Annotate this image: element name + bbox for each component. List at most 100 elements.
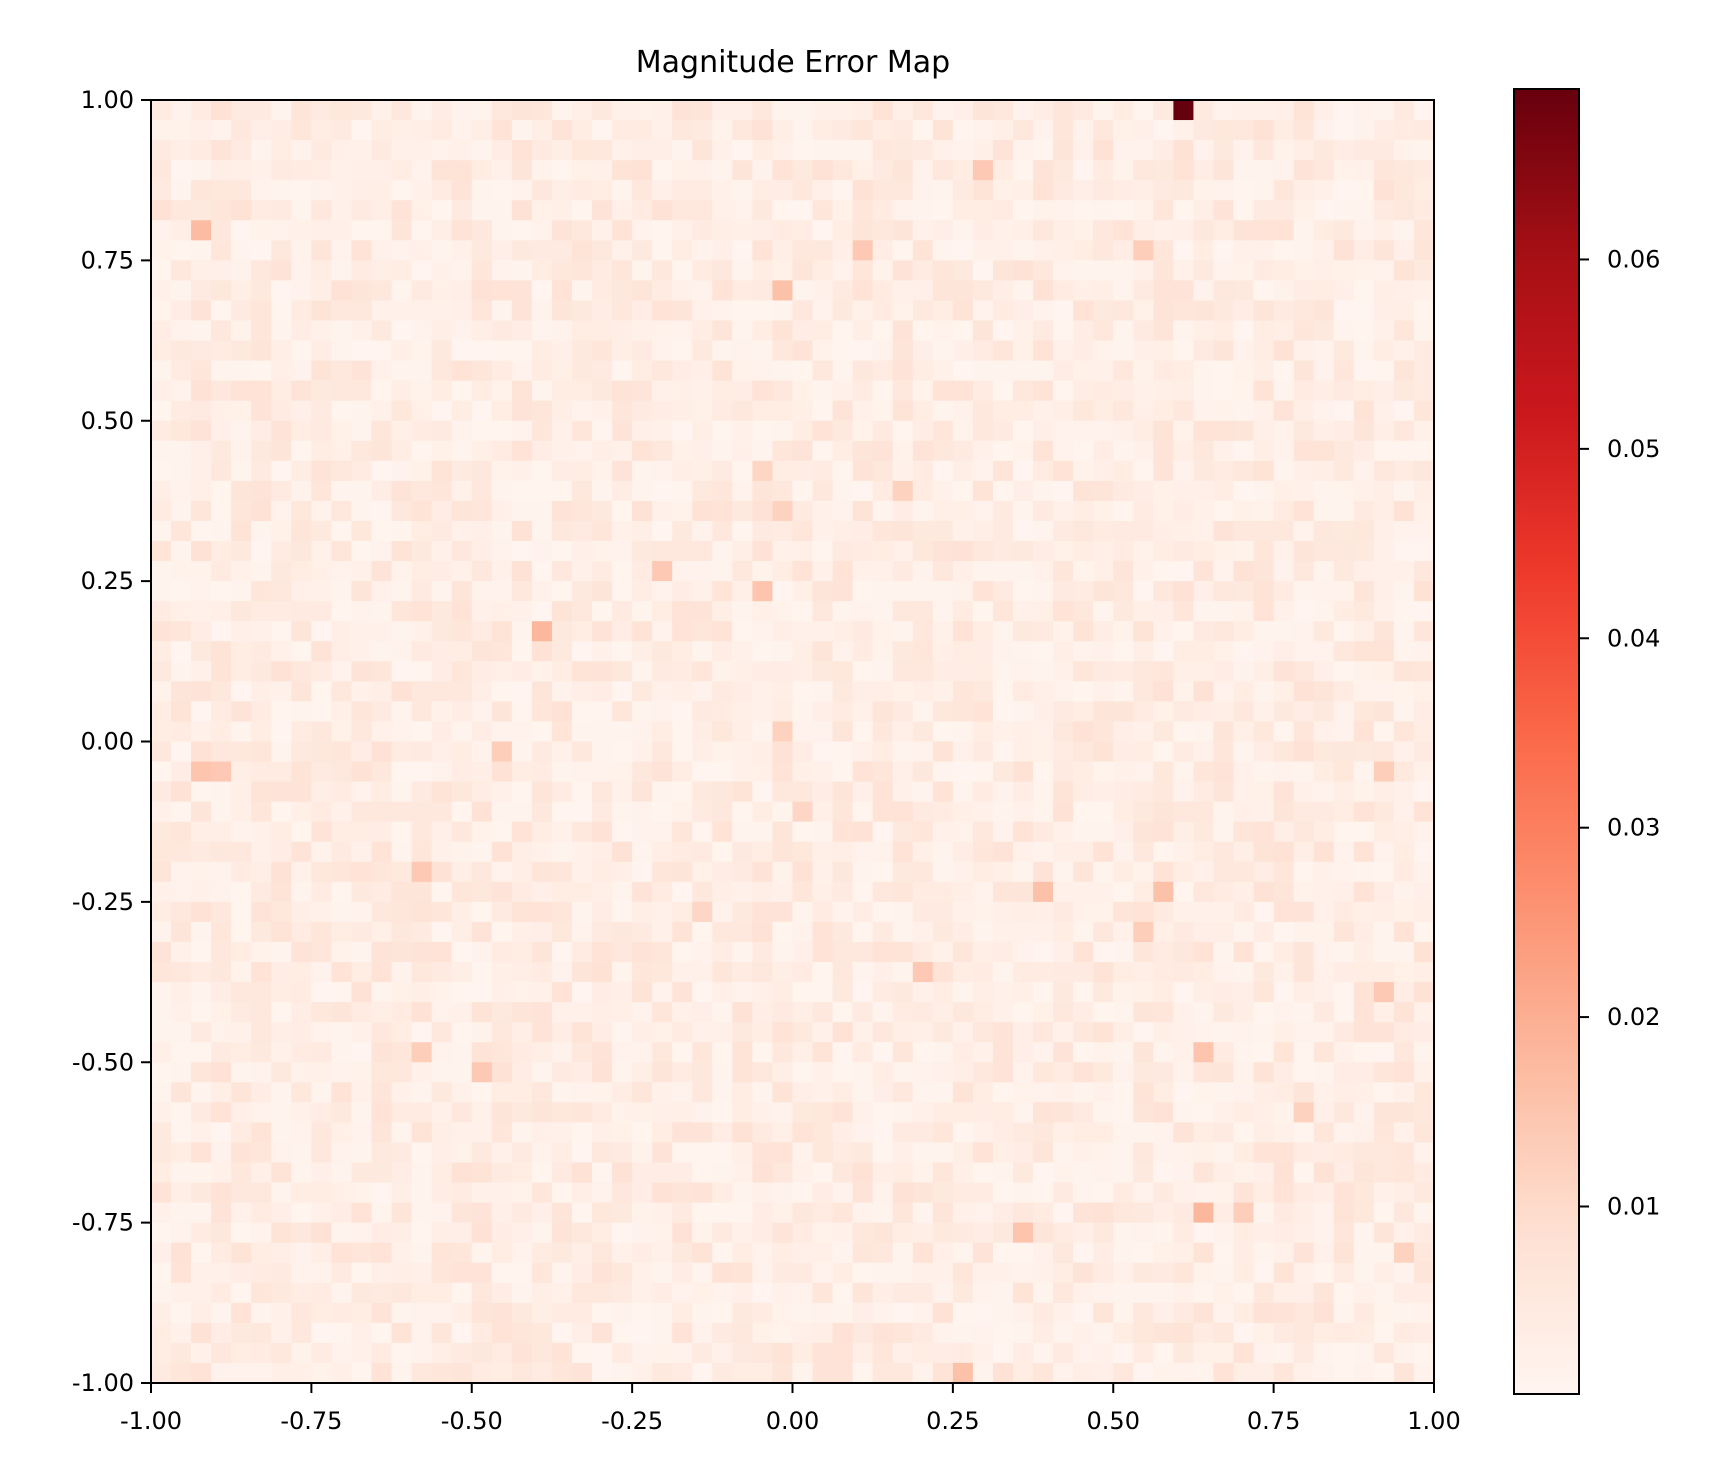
- heatmap-cell: [732, 1302, 754, 1324]
- heatmap-cell: [1133, 941, 1154, 963]
- heatmap-cell: [1353, 220, 1375, 241]
- heatmap-cell: [732, 621, 754, 642]
- heatmap-cell: [632, 300, 653, 322]
- heatmap-cell: [391, 1122, 413, 1144]
- heatmap-cell: [1313, 1262, 1335, 1284]
- heatmap-cell: [351, 320, 373, 342]
- heatmap-cell: [1313, 1202, 1335, 1224]
- heatmap-cell: [732, 1062, 754, 1083]
- heatmap-cell: [852, 621, 874, 642]
- heatmap-cell: [892, 901, 914, 923]
- heatmap-cell: [171, 420, 192, 442]
- heatmap-cell: [291, 240, 312, 261]
- heatmap-cell: [1173, 1222, 1195, 1244]
- heatmap-cell: [1193, 1182, 1215, 1204]
- heatmap-cell: [271, 721, 292, 743]
- heatmap-cell: [932, 1042, 954, 1063]
- heatmap-cell: [251, 1182, 272, 1204]
- heatmap-cell: [832, 1242, 854, 1264]
- heatmap-cell: [431, 941, 453, 963]
- heatmap-cell: [692, 1362, 713, 1384]
- heatmap-cell: [1133, 400, 1154, 422]
- heatmap-cell: [411, 180, 433, 201]
- heatmap-cell: [1133, 821, 1154, 843]
- heatmap-cell: [411, 801, 433, 823]
- heatmap-cell: [191, 841, 212, 863]
- heatmap-cell: [792, 1362, 814, 1384]
- heatmap-cell: [551, 520, 573, 542]
- heatmap-cell: [1293, 1002, 1315, 1023]
- heatmap-cell: [451, 801, 473, 823]
- heatmap-cell: [371, 1302, 393, 1324]
- heatmap-cell: [892, 500, 914, 522]
- heatmap-cell: [351, 982, 373, 1003]
- heatmap-cell: [311, 781, 333, 803]
- heatmap-cell: [1153, 1222, 1174, 1244]
- heatmap-cell: [1153, 1102, 1174, 1123]
- heatmap-cell: [1253, 1142, 1275, 1164]
- heatmap-cell: [151, 100, 172, 121]
- heatmap-cell: [1093, 520, 1114, 542]
- heatmap-cell: [511, 701, 533, 723]
- heatmap-cell: [1093, 1222, 1114, 1244]
- heatmap-cell: [872, 761, 894, 783]
- heatmap-cell: [411, 1122, 433, 1144]
- heatmap-cell: [1353, 1322, 1375, 1344]
- heatmap-cell: [1373, 1122, 1395, 1144]
- heatmap-cell: [792, 1242, 814, 1264]
- heatmap-cell: [852, 1262, 874, 1284]
- heatmap-cell: [1333, 1202, 1355, 1224]
- heatmap-cell: [592, 661, 613, 682]
- heatmap-cell: [732, 1022, 754, 1043]
- heatmap-cell: [852, 921, 874, 943]
- heatmap-cell: [451, 1362, 473, 1384]
- heatmap-cell: [1393, 1062, 1415, 1083]
- heatmap-cell: [1233, 160, 1255, 181]
- heatmap-cell: [471, 1182, 493, 1204]
- heatmap-cell: [1153, 761, 1174, 783]
- heatmap-cell: [812, 1282, 834, 1304]
- heatmap-cell: [431, 641, 453, 662]
- heatmap-cell: [952, 1062, 974, 1083]
- heatmap-cell: [211, 1022, 232, 1043]
- heatmap-cell: [892, 982, 914, 1003]
- heatmap-cell: [371, 1162, 393, 1184]
- heatmap-cell: [712, 1242, 733, 1264]
- heatmap-cell: [271, 280, 292, 302]
- heatmap-cell: [1053, 220, 1074, 241]
- heatmap-cell: [211, 1202, 232, 1224]
- heatmap-cell: [1013, 1022, 1034, 1043]
- heatmap-cell: [211, 1082, 232, 1103]
- heatmap-cell: [191, 380, 212, 402]
- heatmap-cell: [571, 661, 593, 682]
- heatmap-cell: [171, 1242, 192, 1264]
- heatmap-cell: [1253, 340, 1275, 362]
- heatmap-cell: [1233, 661, 1255, 682]
- heatmap-cell: [511, 240, 533, 261]
- heatmap-cell: [431, 1322, 453, 1344]
- heatmap-cell: [171, 1262, 192, 1284]
- heatmap-cell: [431, 681, 453, 703]
- heatmap-cell: [772, 761, 794, 783]
- heatmap-cell: [852, 1342, 874, 1364]
- heatmap-cell: [431, 400, 453, 422]
- heatmap-cell: [1273, 741, 1295, 763]
- heatmap-cell: [471, 841, 493, 863]
- heatmap-cell: [992, 1302, 1014, 1324]
- heatmap-cell: [351, 781, 373, 803]
- heatmap-cell: [1293, 601, 1315, 622]
- heatmap-cell: [872, 320, 894, 342]
- heatmap-cell: [151, 741, 172, 763]
- heatmap-cell: [852, 1062, 874, 1083]
- heatmap-cell: [231, 1042, 252, 1063]
- heatmap-cell: [912, 1042, 934, 1063]
- heatmap-cell: [632, 601, 653, 622]
- heatmap-cell: [271, 380, 292, 402]
- heatmap-cell: [612, 541, 633, 562]
- heatmap-cell: [231, 921, 252, 943]
- heatmap-cell: [1293, 841, 1315, 863]
- heatmap-cell: [291, 140, 312, 161]
- heatmap-cell: [431, 1162, 453, 1184]
- heatmap-cell: [872, 841, 894, 863]
- heatmap-cell: [1033, 500, 1054, 522]
